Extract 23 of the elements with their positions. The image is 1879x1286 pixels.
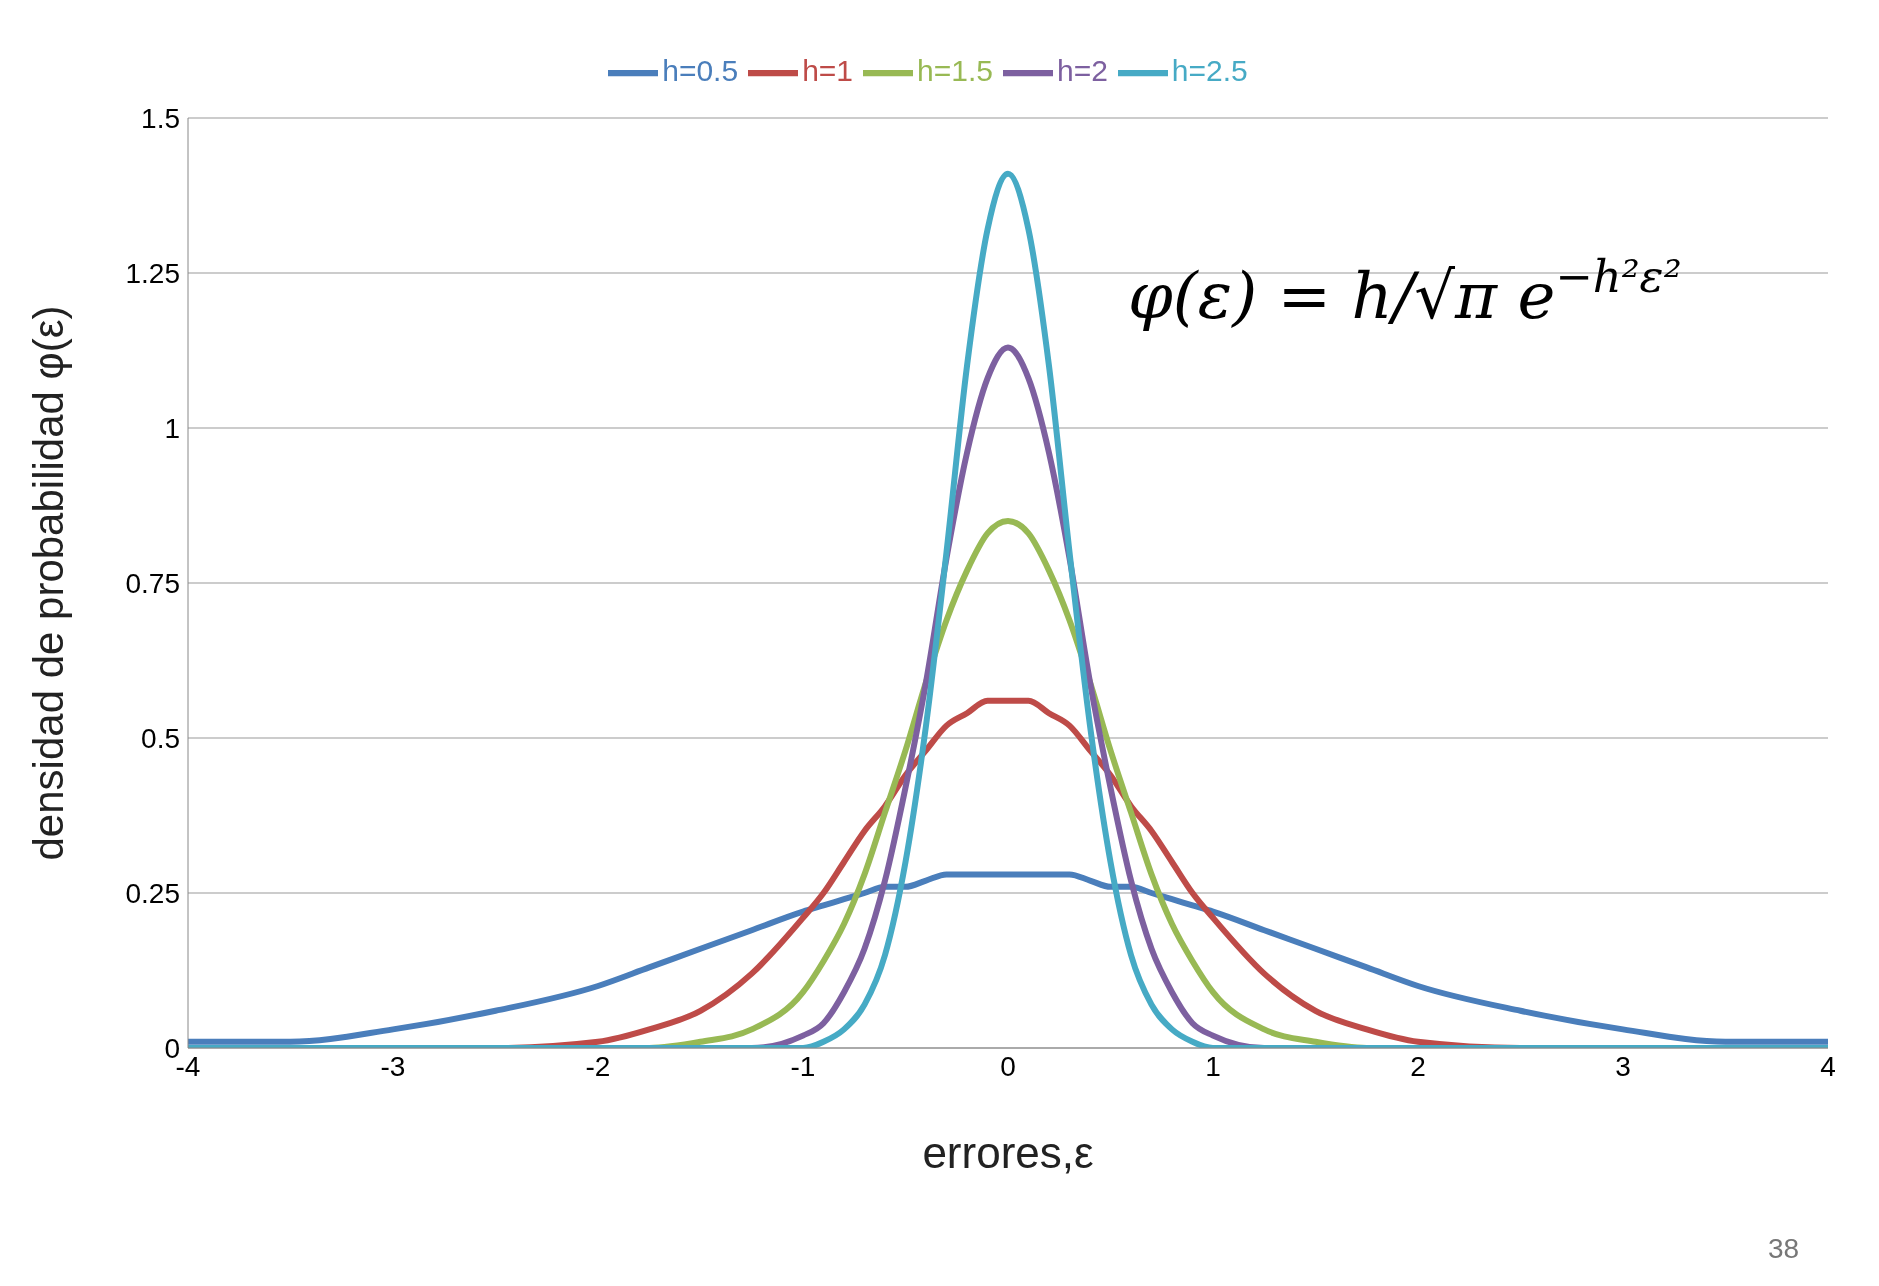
- y-tick-label: 1: [164, 412, 180, 444]
- text: 38: [1768, 1233, 1800, 1264]
- y-axis-title: densidad de probabilidad φ(ε): [24, 305, 72, 861]
- legend-label: h=1.5: [917, 53, 993, 87]
- y-tick-label: 1.25: [125, 257, 180, 289]
- x-tick-label: -3: [380, 1050, 406, 1082]
- y-tick-label: 0.75: [125, 567, 180, 599]
- x-tick-label: -2: [585, 1050, 611, 1082]
- legend-label: h=0.5: [662, 53, 739, 87]
- x-tick-label: 4: [1820, 1050, 1836, 1082]
- x-tick-label: 0: [1000, 1050, 1016, 1082]
- x-tick-label: -1: [790, 1050, 816, 1082]
- x-tick-label: 2: [1410, 1050, 1426, 1082]
- y-tick-label: 0.5: [141, 722, 180, 754]
- legend-label: h=1: [802, 53, 854, 87]
- y-tick-label: 1.5: [141, 102, 180, 134]
- annotation: φ(ε) = h/√π e$^{−h²ε²}$: [1128, 249, 1682, 333]
- x-tick-label: 3: [1615, 1050, 1631, 1082]
- y-tick-label: 0.25: [125, 877, 180, 909]
- x-tick-label: 1: [1205, 1050, 1221, 1082]
- x-axis-title: errores,ε: [922, 1128, 1094, 1177]
- legend-label: h=2: [1056, 53, 1108, 87]
- legend-label: h=2.5: [1171, 53, 1248, 87]
